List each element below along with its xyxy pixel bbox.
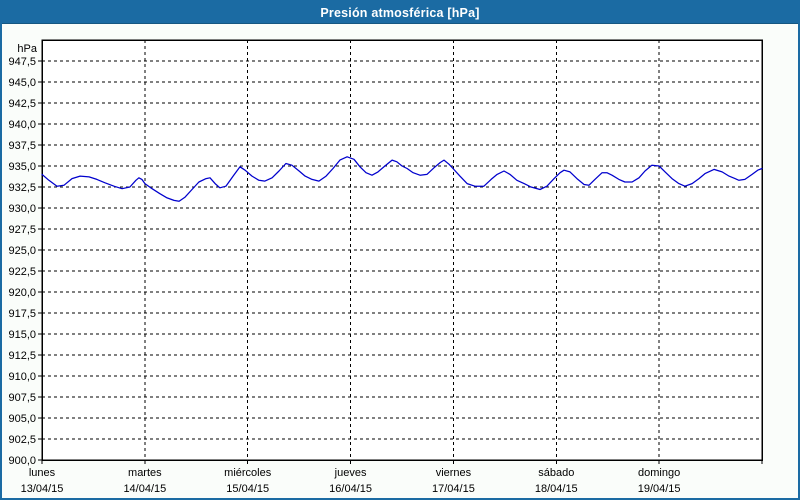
y-tick-label: 930,0 xyxy=(8,203,36,215)
y-tick-label: 905,0 xyxy=(8,413,36,425)
x-axis-ticks xyxy=(41,460,763,464)
day-name-label: viernes xyxy=(436,467,472,479)
day-date-label: 19/04/15 xyxy=(638,483,681,495)
pressure-series-line xyxy=(41,156,763,202)
y-tick-label: 900,0 xyxy=(8,455,36,467)
day-name-label: jueves xyxy=(334,467,367,479)
y-tick-label: 912,5 xyxy=(8,350,36,362)
horizontal-gridlines xyxy=(42,60,762,440)
y-tick-label: 935,0 xyxy=(8,161,36,173)
y-tick-label: 932,5 xyxy=(8,182,36,194)
y-axis-ticks-and-labels: 947,5 945,0 942,5 940,0 937,5 935,0 932,5 930,0… xyxy=(8,56,42,467)
vertical-gridlines xyxy=(144,40,660,460)
y-tick-label: 907,5 xyxy=(8,392,36,404)
day-date-label: 18/04/15 xyxy=(535,483,578,495)
day-name-label: martes xyxy=(128,467,162,479)
day-date-label: 14/04/15 xyxy=(123,483,166,495)
title-bar: Presión atmosférica [hPa] xyxy=(2,2,798,24)
day-name-label: lunes xyxy=(29,467,56,479)
y-tick-label: 917,5 xyxy=(8,308,36,320)
y-axis-unit: hPa xyxy=(17,43,37,55)
day-date-label: 16/04/15 xyxy=(329,483,372,495)
day-date-label: 15/04/15 xyxy=(226,483,269,495)
day-name-label: miércoles xyxy=(224,467,272,479)
y-tick-label: 902,5 xyxy=(8,434,36,446)
day-date-label: 13/04/15 xyxy=(21,483,64,495)
y-tick-label: 920,0 xyxy=(8,287,36,299)
day-name-label: domingo xyxy=(638,467,680,479)
y-tick-label: 925,0 xyxy=(8,245,36,257)
y-tick-label: 910,0 xyxy=(8,371,36,383)
y-axis-unit-label: hPa xyxy=(17,43,37,55)
y-tick-label: 942,5 xyxy=(8,98,36,110)
day-name-label: sábado xyxy=(538,467,574,479)
y-tick-label: 947,5 xyxy=(8,56,36,68)
day-date-label: 17/04/15 xyxy=(432,483,475,495)
chart-title: Presión atmosférica [hPa] xyxy=(320,5,480,20)
y-tick-label: 927,5 xyxy=(8,224,36,236)
y-tick-label: 940,0 xyxy=(8,119,36,131)
y-tick-label: 937,5 xyxy=(8,140,36,152)
y-tick-label: 915,0 xyxy=(8,329,36,341)
pressure-line-series xyxy=(41,156,763,202)
y-tick-label: 922,5 xyxy=(8,266,36,278)
x-axis-day-labels: lunes 13/04/15 martes 14/04/15 miércoles 15/0… xyxy=(21,467,681,495)
y-tick-label: 945,0 xyxy=(8,77,36,89)
